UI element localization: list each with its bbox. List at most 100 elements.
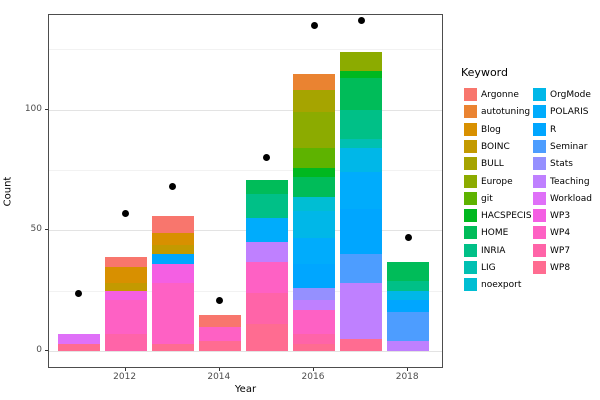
legend-swatch-WP7 (533, 243, 546, 257)
legend-swatch-autotuning (464, 105, 477, 119)
legend-swatch-Teaching (533, 174, 546, 188)
y-major-gridline (49, 351, 442, 352)
legend-label: Stats (550, 159, 573, 170)
legend-label: WP4 (550, 228, 571, 239)
legend-label: WP8 (550, 263, 571, 273)
bar-segment-HOME (293, 177, 335, 197)
x-tick-label: 2018 (395, 372, 419, 382)
bar-segment-Seminar (340, 254, 383, 284)
legend-title: Keyword (461, 66, 508, 79)
legend-swatch-POLARIS (533, 105, 546, 119)
bar-segment-Argonne (151, 215, 194, 233)
data-point (263, 154, 271, 162)
y-tick-label: 50 (30, 224, 42, 235)
x-tick-label: 2016 (301, 372, 325, 382)
legend-label: Teaching (550, 176, 590, 187)
bar-segment-R (293, 264, 335, 289)
legend-label: OrgMode (550, 90, 591, 100)
legend-label: Workload (550, 193, 593, 204)
legend-swatch-INRIA (464, 243, 477, 257)
bar-segment-OrgMode (387, 290, 430, 301)
bar-segment-HOME (245, 179, 288, 195)
y-minor-gridline (49, 49, 442, 51)
bar-segment-WP8 (198, 341, 241, 351)
legend-swatch-Europe (464, 174, 477, 188)
bar-segment-Seminar (387, 312, 430, 342)
bar-segment-noexport (293, 196, 335, 212)
bar-segment-HOME (387, 261, 430, 282)
x-tick-mark (313, 368, 314, 371)
legend-swatch-LIG (464, 261, 477, 274)
bar-segment-WP7 (104, 334, 147, 351)
legend-swatch-Blog (464, 122, 477, 136)
y-tick-label: 100 (24, 103, 42, 114)
bar-segment-git (293, 148, 335, 168)
legend-label: autotuning (481, 107, 531, 118)
data-point (75, 289, 82, 297)
bar-segment-WP4 (104, 300, 147, 335)
legend-swatch-Stats (533, 157, 546, 171)
bar-segment-WP7 (245, 293, 288, 325)
bar-segment-R (151, 254, 194, 265)
legend-label: R (550, 124, 557, 135)
legend-label: BULL (481, 159, 504, 170)
x-axis-title: Year (234, 384, 257, 395)
bar-segment-Teaching (245, 242, 288, 262)
bar-segment-R (340, 208, 383, 255)
bar-segment-WP8 (57, 343, 100, 351)
x-tick-label: 2014 (207, 372, 231, 382)
bar-segment-OrgMode (340, 148, 383, 173)
bar-segment-WP8 (245, 324, 288, 351)
legend-swatch-Seminar (533, 139, 546, 153)
bar-segment-INRIA (387, 281, 430, 291)
bar-segment-Teaching (293, 300, 335, 310)
legend-label: Europe (481, 176, 513, 187)
legend-swatch-git (464, 191, 477, 205)
bar-segment-Europe (340, 51, 383, 72)
legend-label: INRIA (481, 245, 506, 256)
bar-segment-WP4 (198, 326, 241, 342)
bar-segment-POLARIS (245, 218, 288, 243)
legend-label: Blog (481, 124, 501, 135)
legend-label: Argonne (481, 90, 519, 100)
bar-segment-R (387, 300, 430, 313)
y-axis-title: Count (2, 176, 14, 207)
bar-segment-INRIA (245, 194, 288, 219)
bar-segment-Stats (293, 288, 335, 301)
bar-segment-Argonne (104, 256, 147, 267)
bar-segment-Workload (57, 334, 100, 344)
bar-segment-HOME (340, 78, 383, 110)
data-point (357, 16, 365, 24)
legend-swatch-OrgMode (533, 88, 546, 101)
bar-segment-OrgMode (293, 211, 335, 238)
legend-swatch-noexport (464, 278, 477, 292)
bar-segment-HACSPECIS (293, 167, 335, 178)
bar-segment-WP8 (293, 343, 335, 351)
y-tick-label: 0 (36, 345, 42, 355)
bar-segment-WP8 (340, 338, 383, 351)
bar-segment-Blog (151, 232, 194, 245)
legend-swatch-WP3 (533, 209, 546, 223)
bar-segment-POLARIS (293, 237, 335, 265)
x-tick-mark (124, 368, 126, 371)
plot-panel (48, 14, 443, 368)
bar-segment-BOINC (104, 283, 147, 291)
legend-label: BOINC (481, 141, 510, 152)
bar-segment-autotuning (293, 73, 335, 91)
legend-swatch-WP4 (533, 226, 546, 240)
bar-segment-WP3 (151, 264, 194, 284)
bar-segment-Teaching (340, 283, 383, 339)
legend-swatch-WP8 (533, 261, 546, 274)
legend-label: POLARIS (550, 107, 589, 118)
bar-segment-INRIA (340, 109, 383, 139)
bar-segment-WP4 (245, 261, 288, 294)
bar-segment-POLARIS (340, 172, 383, 209)
data-point (404, 234, 412, 242)
x-tick-mark (407, 368, 409, 371)
legend-swatch-R (533, 122, 546, 136)
legend-label: noexport (481, 280, 522, 291)
data-point (169, 183, 177, 191)
legend-label: Seminar (550, 141, 588, 152)
y-minor-gridline (49, 170, 442, 172)
